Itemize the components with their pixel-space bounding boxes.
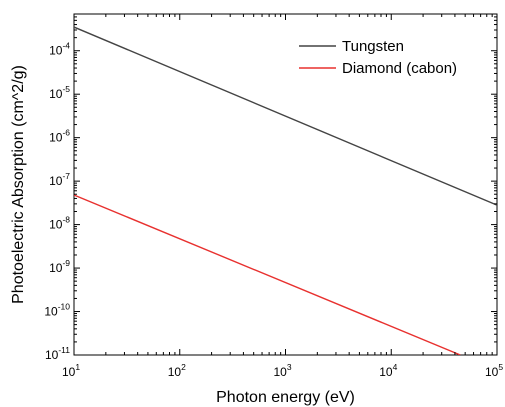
y-tick-label: 10-10 [44,302,70,319]
y-tick-base: 10 [45,348,59,362]
x-tick-exponent: 5 [498,362,503,372]
series-layer [74,26,497,355]
y-tick-base: 10 [44,305,58,319]
y-axis-title: Photoelectric Absorption (cm^2/g) [10,65,27,304]
x-tick-exponent: 1 [75,362,80,372]
legend-label-tungsten: Tungsten [342,38,404,55]
x-tick-exponent: 2 [181,362,186,372]
y-tick-label: 10-9 [49,258,70,275]
y-tick-label: 10-4 [49,41,70,58]
x-tick-base: 10 [62,365,76,379]
y-tick-base: 10 [49,131,63,145]
x-tick-exponent: 4 [393,362,398,372]
x-tick-label: 101 [62,362,80,379]
axis-ticks: 101 102 103 104 10510-1110-1010-910-810-710-… [44,13,503,379]
y-tick-label: 10-5 [49,84,70,101]
y-tick-exponent: -5 [62,84,70,94]
x-tick-base: 10 [379,365,393,379]
x-axis-title: Photon energy (eV) [216,389,355,406]
x-tick-label: 102 [168,362,186,379]
y-tick-base: 10 [49,44,63,58]
x-tick-label: 103 [273,362,291,379]
y-tick-base: 10 [49,174,63,188]
y-tick-label: 10-11 [45,345,70,362]
y-tick-base: 10 [49,218,63,232]
x-tick-exponent: 3 [287,362,292,372]
x-tick-label: 104 [379,362,397,379]
y-tick-base: 10 [49,261,63,275]
x-tick-base: 10 [485,365,499,379]
series-line-tungsten [74,26,497,206]
legend: Tungsten Diamond (cabon) [299,38,457,77]
x-tick-base: 10 [168,365,182,379]
y-tick-label: 10-8 [49,215,70,232]
y-tick-label: 10-6 [49,128,70,145]
y-tick-exponent: -7 [62,171,70,181]
y-tick-base: 10 [49,87,63,101]
y-tick-exponent: -8 [62,215,70,225]
x-tick-label: 105 [485,362,503,379]
x-tick-base: 10 [273,365,287,379]
y-tick-label: 10-7 [49,171,70,188]
y-tick-exponent: -9 [62,258,70,268]
y-tick-exponent: -11 [58,345,70,355]
series-line-diamond [74,194,461,355]
y-tick-exponent: -10 [58,302,71,312]
legend-label-diamond: Diamond (cabon) [342,60,457,77]
y-tick-exponent: -6 [62,128,70,138]
y-tick-exponent: -4 [62,41,70,51]
